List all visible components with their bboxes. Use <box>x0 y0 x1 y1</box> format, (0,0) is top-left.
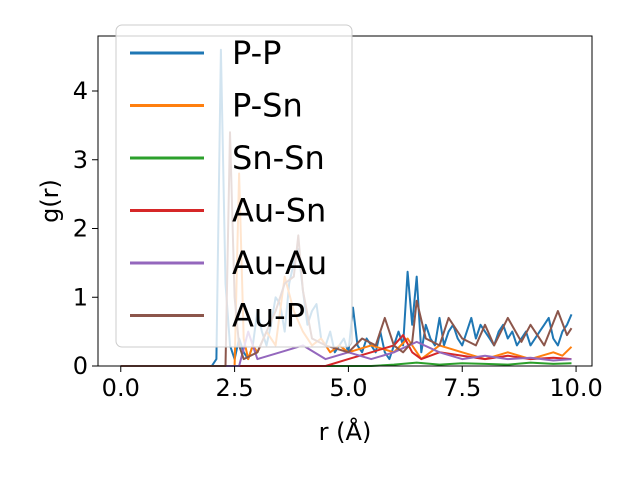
y-tick-label: 0 <box>73 352 88 380</box>
x-tick-label: 5.0 <box>329 374 367 402</box>
x-tick-label: 2.5 <box>216 374 254 402</box>
legend-label-p-p: P-P <box>232 34 281 72</box>
legend-label-p-sn: P-Sn <box>232 87 303 125</box>
x-axis-label: r (Å) <box>319 417 372 446</box>
x-axis: 0.0 2.5 5.0 7.5 10.0 <box>102 366 603 402</box>
legend-label-sn-sn: Sn-Sn <box>232 139 325 177</box>
series-line-au-au <box>120 330 572 367</box>
x-tick-label: 10.0 <box>549 374 602 402</box>
legend: P-P P-Sn Sn-Sn Au-Sn Au-Au Au-P <box>115 24 353 348</box>
y-tick-label: 2 <box>73 215 88 243</box>
y-axis: 0 1 2 3 4 <box>73 77 98 380</box>
y-tick-label: 4 <box>73 77 88 105</box>
series-line-au-p <box>120 131 573 367</box>
series-line-sn-sn <box>120 361 572 367</box>
x-tick-label: 0.0 <box>102 374 140 402</box>
y-tick-label: 3 <box>73 146 88 174</box>
x-tick-label: 7.5 <box>443 374 481 402</box>
y-axis-label: g(r) <box>36 179 64 223</box>
legend-label-au-sn: Au-Sn <box>232 192 326 230</box>
legend-label-au-p: Au-P <box>232 297 305 335</box>
y-tick-label: 1 <box>73 283 88 311</box>
legend-label-au-au: Au-Au <box>232 244 327 282</box>
